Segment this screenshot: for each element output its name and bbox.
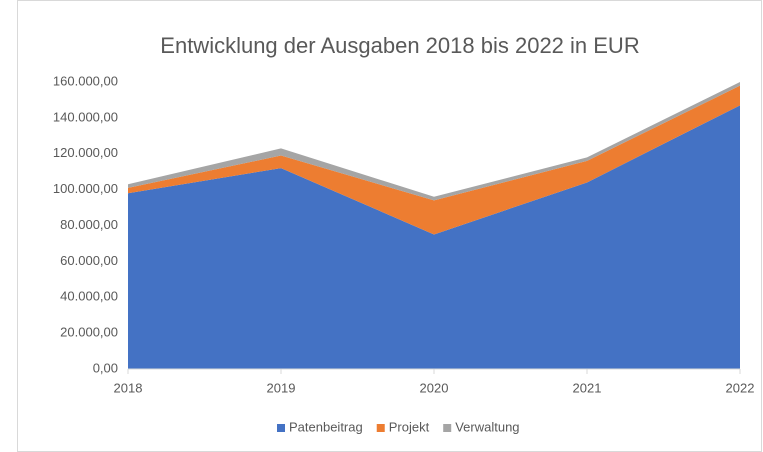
legend-label: Patenbeitrag [289, 419, 363, 434]
x-tick-label: 2021 [573, 380, 602, 395]
legend-label: Projekt [389, 419, 430, 434]
y-tick-label: 160.000,00 [53, 73, 118, 88]
area [128, 105, 740, 369]
legend-swatch [443, 424, 452, 432]
y-tick-label: 0,00 [93, 360, 118, 375]
y-tick-label: 20.000,00 [60, 325, 118, 340]
x-tick-label: 2020 [420, 380, 449, 395]
legend-swatch [277, 424, 285, 432]
y-tick-label: 80.000,00 [60, 217, 118, 232]
x-tick-label: 2018 [114, 380, 143, 395]
x-tick-label: 2019 [267, 380, 296, 395]
y-tick-label: 120.000,00 [53, 145, 118, 160]
y-tick-label: 100.000,00 [53, 181, 118, 196]
chart-title: Entwicklung der Ausgaben 2018 bis 2022 i… [160, 33, 639, 58]
y-tick-label: 140.000,00 [53, 109, 118, 124]
y-tick-label: 60.000,00 [60, 253, 118, 268]
legend-swatch [376, 424, 385, 432]
y-tick-label: 40.000,00 [60, 289, 118, 304]
legend-label: Verwaltung [455, 419, 519, 434]
x-tick-label: 2022 [726, 380, 755, 395]
area [128, 85, 740, 235]
